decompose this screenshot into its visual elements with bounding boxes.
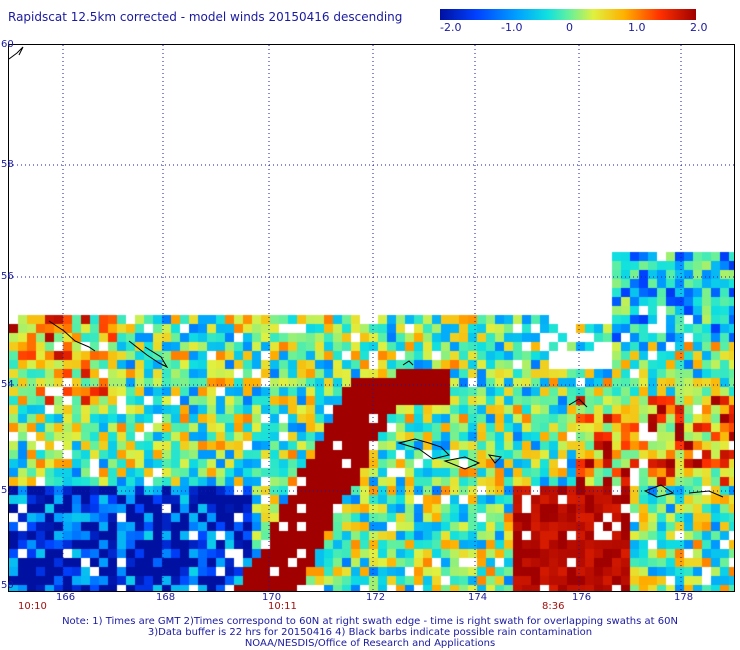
- lat-label-58: 58: [1, 159, 14, 170]
- lat-label-60: 60: [1, 39, 14, 50]
- lat-label-56: 56: [1, 271, 14, 282]
- lon-label-178: 178: [674, 592, 694, 603]
- map-panel: [8, 44, 735, 592]
- lon-label-176: 176: [572, 592, 592, 603]
- colorbar-tick-1: -2.0: [440, 21, 462, 34]
- note-line-2: 3)Data buffer is 22 hrs for 20150416 4) …: [147, 627, 593, 638]
- colorbar-tick-5: 2.0: [690, 21, 708, 34]
- lat-label-54: 54: [1, 379, 14, 390]
- lat-label-52: 52: [1, 485, 14, 496]
- swath-time-1: 10:10: [18, 601, 47, 612]
- lon-label-170: 170: [262, 592, 282, 603]
- lat-lon-grid: [9, 45, 734, 591]
- colorbar-tick-3: 0: [566, 21, 573, 34]
- lon-label-166: 166: [56, 592, 76, 603]
- note-line-1: Note: 1) Times are GMT 2)Times correspon…: [62, 616, 678, 627]
- coastline: [9, 46, 24, 60]
- colorbar-tick-2: -1.0: [501, 21, 523, 34]
- note-line-3: NOAA/NESDIS/Office of Research and Appli…: [244, 638, 496, 649]
- colorbar-tick-4: 1.0: [628, 21, 646, 34]
- map-title: Rapidscat 12.5km corrected - model winds…: [8, 10, 403, 24]
- swath-time-3: 8:36: [542, 601, 565, 612]
- swath-time-2: 10:11: [268, 601, 297, 612]
- wind-difference-field: [9, 45, 734, 591]
- colorbar: [440, 9, 696, 20]
- lon-label-172: 172: [366, 592, 386, 603]
- lon-label-168: 168: [156, 592, 176, 603]
- lon-label-174: 174: [468, 592, 488, 603]
- lat-label-50: 50: [1, 580, 14, 591]
